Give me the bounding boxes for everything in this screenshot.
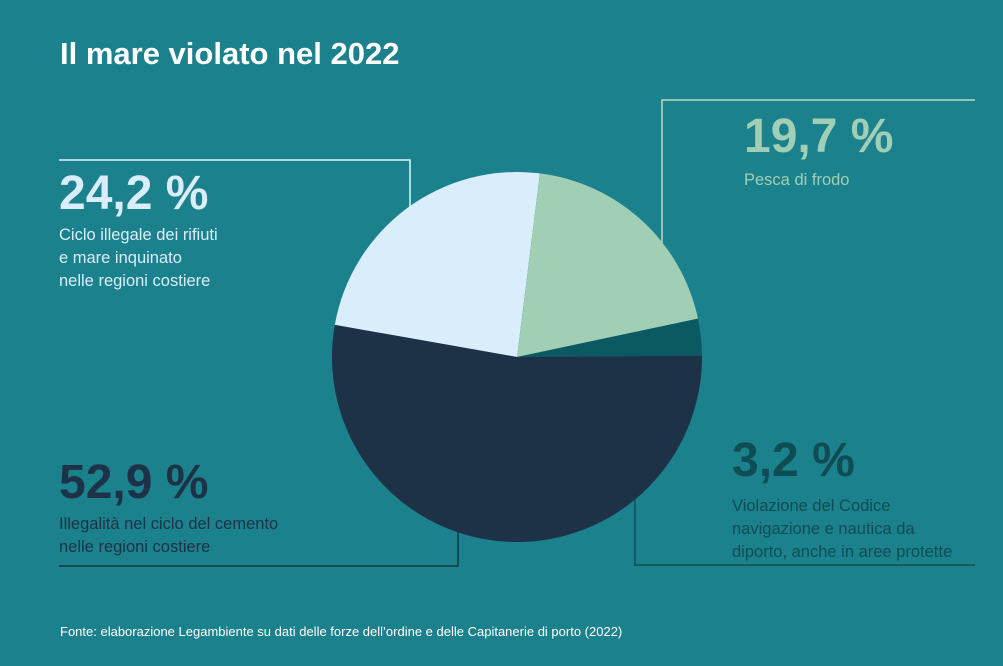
desc-line: diporto, anche in aree protette: [732, 543, 953, 561]
desc-line: Violazione del Codice: [732, 497, 891, 515]
callout-pesca: 19,7 % Pesca di frodo: [744, 113, 893, 192]
pie-slice-rifiuti: [334, 172, 540, 357]
pie-slice-cemento: [331, 324, 702, 543]
value-label-rifiuti: 24,2 %: [59, 167, 209, 220]
desc-line: navigazione e nautica da: [732, 520, 915, 538]
pie-slices: [331, 172, 702, 543]
desc-line: Illegalità nel ciclo del cemento: [59, 515, 279, 533]
desc-rifiuti: Ciclo illegale dei rifiuti e mare inquin…: [59, 224, 218, 293]
leader-line-pesca: [661, 99, 975, 245]
value-label-pesca: 19,7 %: [744, 110, 894, 163]
callout-cemento: 52,9 % Illegalità nel ciclo del cemento …: [59, 459, 278, 559]
pie-slice-pesca: [517, 173, 698, 357]
desc-line: nelle regioni costiere: [59, 538, 211, 556]
callout-nautica: 3,2 % Violazione del Codice navigazione …: [732, 437, 952, 564]
desc-line: e mare inquinato: [59, 249, 182, 267]
desc-line: nelle regioni costiere: [59, 272, 211, 290]
desc-line: Pesca di frodo: [744, 171, 850, 189]
desc-cemento: Illegalità nel ciclo del cemento nelle r…: [59, 513, 278, 559]
pie-slice-nautica: [517, 318, 702, 357]
leader-line-rifiuti: [59, 159, 411, 210]
source-note: Fonte: elaborazione Legambiente su dati …: [60, 624, 623, 639]
value-label-nautica: 3,2 %: [732, 434, 855, 487]
desc-pesca: Pesca di frodo: [744, 169, 893, 192]
callout-rifiuti: 24,2 % Ciclo illegale dei rifiuti e mare…: [59, 170, 218, 293]
leader-line-cemento: [59, 525, 459, 567]
value-label-cemento: 52,9 %: [59, 456, 209, 509]
desc-line: Ciclo illegale dei rifiuti: [59, 226, 218, 244]
chart-title: Il mare violato nel 2022: [60, 36, 400, 71]
desc-nautica: Violazione del Codice navigazione e naut…: [732, 495, 952, 564]
